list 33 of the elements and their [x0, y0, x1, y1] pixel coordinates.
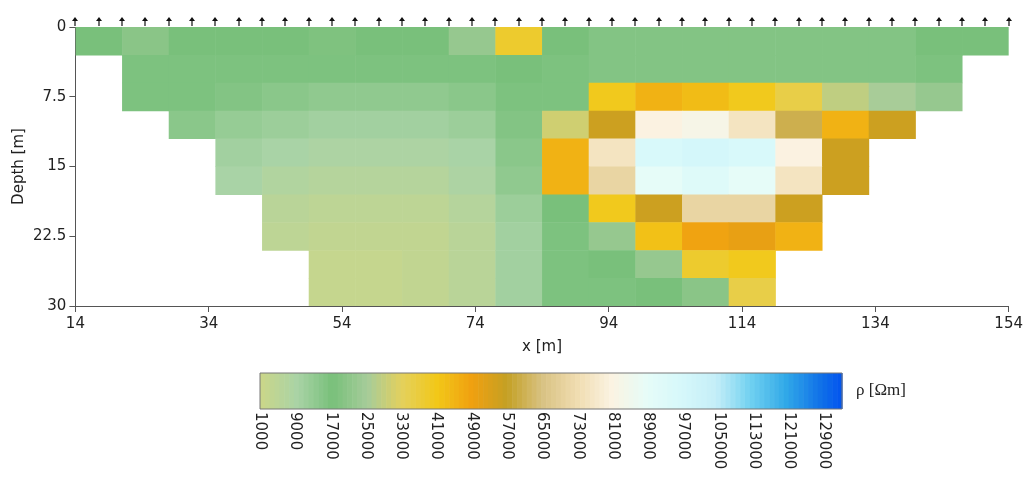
x-tick-label: 14	[65, 313, 85, 332]
color-bar-label: 65000	[534, 412, 553, 460]
x-tick-label: 154	[994, 313, 1024, 332]
y-tick-label: 7.5	[42, 86, 67, 105]
x-axis-title: x [m]	[522, 336, 563, 355]
color-bar-label: 9000	[287, 412, 306, 451]
color-bar-label: 17000	[322, 412, 341, 460]
color-bar-label: 49000	[463, 412, 482, 460]
color-bar-label: 25000	[357, 412, 376, 460]
color-bar-label: 97000	[675, 412, 694, 460]
x-tick-label: 54	[332, 313, 352, 332]
color-bar-label: 129000	[816, 412, 835, 470]
y-tick-label: 15	[47, 156, 67, 175]
x-tick-label: 114	[727, 313, 757, 332]
y-tick-label: 22.5	[32, 226, 67, 245]
color-bar-label: 81000	[604, 412, 623, 460]
color-bar-label: 113000	[745, 412, 764, 470]
x-tick-label: 134	[861, 313, 890, 332]
color-bar-label: 89000	[640, 412, 659, 460]
color-bar-label: 121000	[781, 412, 800, 470]
color-bar-label: 57000	[499, 412, 518, 460]
x-tick-label: 74	[465, 313, 485, 332]
y-tick-label: 30	[47, 295, 67, 314]
color-bar-label: 1000	[252, 412, 271, 451]
color-bar-label: 105000	[710, 412, 729, 470]
x-tick-label: 94	[599, 313, 619, 332]
color-bar-label: 73000	[569, 412, 588, 460]
color-bar-label: 33000	[393, 412, 412, 460]
color-bar-title: ρ [Ωm]	[856, 380, 906, 400]
y-tick-label: 0	[56, 16, 67, 35]
color-bar-label: 41000	[428, 412, 447, 460]
x-tick-label: 34	[199, 313, 219, 332]
y-axis-title: Depth [m]	[8, 128, 27, 205]
